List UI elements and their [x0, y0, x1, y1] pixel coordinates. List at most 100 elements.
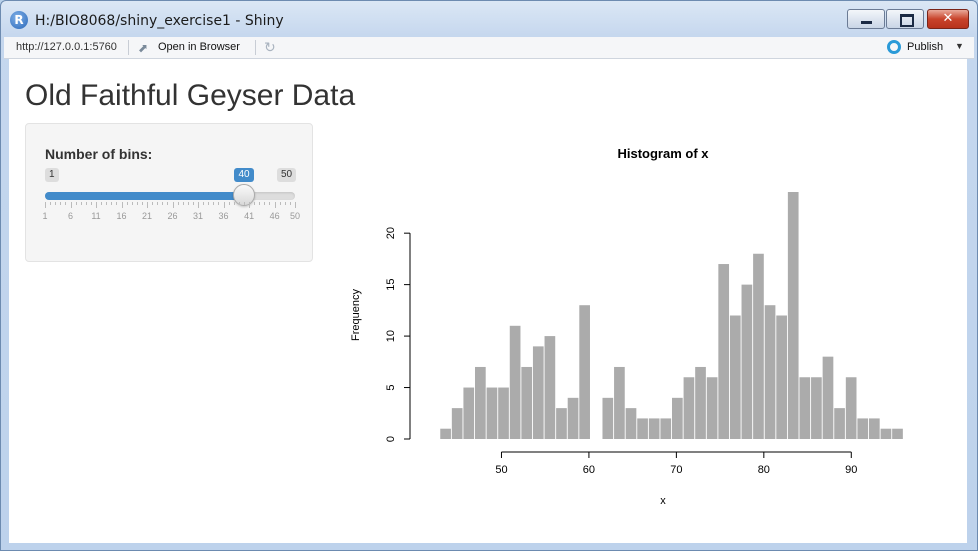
histogram-bar: [834, 408, 845, 439]
histogram-bar: [729, 315, 741, 439]
y-tick-label: 0: [385, 436, 397, 442]
slider-tick: [203, 202, 205, 205]
slider-label: Number of bins:: [45, 146, 153, 162]
title-bar[interactable]: R H:/BIO8068/shiny_exercise1 - Shiny ✕: [1, 1, 977, 37]
histogram-bar: [845, 377, 857, 439]
slider-tick: [96, 202, 98, 208]
y-axis: 0 5 10 15 20: [385, 227, 411, 442]
slider-tick: [269, 202, 271, 205]
slider-tick: [177, 202, 179, 205]
slider-tick-label: 21: [142, 211, 153, 221]
page-title: Old Faithful Geyser Data: [25, 79, 356, 112]
slider-tick: [249, 202, 251, 208]
histogram-bar: [776, 315, 787, 439]
slider-tick: [136, 202, 138, 205]
publish-dropdown-icon[interactable]: ▼: [955, 41, 964, 51]
slider-value-label: 40: [234, 168, 254, 182]
slider-tick: [80, 202, 82, 205]
histogram-bar: [498, 387, 509, 439]
slider-max-label: 50: [277, 168, 297, 182]
slider-tick: [187, 202, 189, 205]
slider-tick: [162, 202, 164, 205]
maximize-button[interactable]: [886, 9, 924, 29]
slider-tick-label: 26: [167, 211, 178, 221]
slider-tick: [131, 202, 133, 205]
histogram-bar: [706, 377, 718, 439]
slider-tick: [289, 202, 291, 205]
url-display: http://127.0.0.1:5760: [16, 41, 117, 53]
histogram-bar: [683, 377, 695, 439]
r-logo-icon: R: [10, 11, 28, 29]
minimize-icon: [861, 21, 872, 24]
close-icon: ✕: [942, 11, 954, 26]
slider-tick: [264, 202, 266, 205]
y-tick-label: 10: [385, 330, 397, 342]
slider-tick: [101, 202, 103, 205]
histogram-bar: [741, 284, 753, 439]
slider-tick: [106, 202, 108, 205]
histogram-bar: [440, 428, 451, 439]
toolbar-separator: [255, 40, 256, 55]
histogram-bar: [787, 192, 799, 439]
slider-tick: [192, 202, 194, 205]
histogram-bar: [753, 253, 764, 439]
histogram-bar: [718, 264, 730, 439]
x-tick-label: 70: [670, 464, 682, 476]
slider-tick: [121, 202, 123, 208]
slider-tick: [111, 202, 113, 205]
slider-tick: [55, 202, 57, 205]
histogram-bar: [811, 377, 822, 439]
publish-button[interactable]: Publish: [907, 41, 944, 53]
slider-tick: [182, 202, 184, 205]
minimize-button[interactable]: [847, 9, 885, 29]
publish-icon[interactable]: [887, 40, 901, 54]
open-in-browser-icon[interactable]: ⬈: [138, 41, 149, 55]
histogram-bar: [556, 408, 567, 439]
viewer-toolbar: http://127.0.0.1:5760 ⬈ Open in Browser …: [4, 37, 974, 59]
histogram-bar: [868, 418, 880, 439]
slider-tick-label: 46: [269, 211, 280, 221]
histogram-bar: [451, 408, 463, 439]
slider-tick: [198, 202, 200, 208]
refresh-icon[interactable]: ↻: [264, 39, 276, 55]
x-tick-label: 60: [583, 464, 595, 476]
slider-tick: [208, 202, 210, 205]
slider-tick: [75, 202, 77, 205]
histogram-bar: [799, 377, 811, 439]
histogram-bar: [486, 387, 498, 439]
slider-tick: [45, 202, 46, 208]
slider-tick: [218, 202, 220, 205]
histogram-bar: [579, 305, 590, 439]
x-axis: 50 60 70 80 90: [495, 451, 857, 476]
slider-handle[interactable]: [232, 184, 255, 206]
slider-tick: [223, 202, 225, 208]
slider-tick: [274, 202, 276, 208]
x-tick-label: 80: [758, 464, 770, 476]
histogram-bar: [544, 336, 556, 439]
slider-tick-label: 50: [289, 211, 301, 221]
slider-tick-label: 11: [91, 211, 101, 221]
slider-tick: [279, 202, 281, 205]
histogram-bar: [648, 418, 660, 439]
bins-slider[interactable]: [45, 184, 295, 206]
slider-tick: [60, 202, 62, 205]
x-tick-label: 50: [495, 464, 507, 476]
slider-tick: [233, 202, 235, 205]
slider-tick: [213, 202, 215, 205]
histogram-bar: [463, 387, 475, 439]
histogram-bar: [660, 418, 672, 439]
slider-tick-label: 31: [193, 211, 204, 221]
slider-tick: [147, 202, 149, 208]
slider-tick: [172, 202, 174, 208]
sidebar-panel: Number of bins: 1 40 50 1 6 11 16 21 26 31 36 41…: [25, 123, 313, 262]
open-in-browser-button[interactable]: Open in Browser: [158, 41, 240, 53]
histogram-bar: [509, 325, 521, 439]
slider-tick: [295, 202, 296, 208]
histogram-bar: [880, 428, 892, 439]
close-button[interactable]: ✕: [927, 9, 969, 29]
histogram-bar: [567, 397, 579, 439]
slider-min-label: 1: [45, 168, 59, 182]
slider-tick-label: 6: [67, 211, 74, 221]
slider-tick: [284, 202, 286, 205]
